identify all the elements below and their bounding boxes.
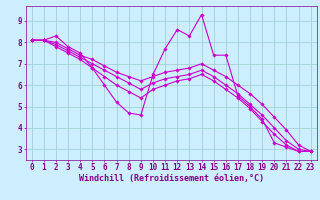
- X-axis label: Windchill (Refroidissement éolien,°C): Windchill (Refroidissement éolien,°C): [79, 174, 264, 183]
